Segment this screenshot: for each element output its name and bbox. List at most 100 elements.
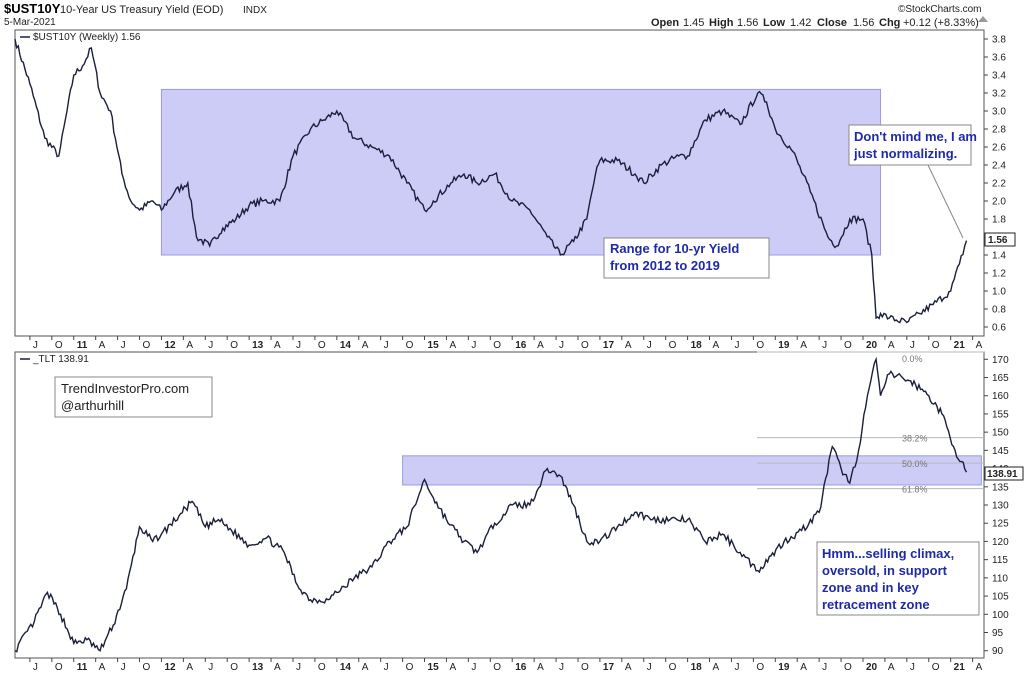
yield-xtick-label: 16: [515, 340, 527, 351]
yield-xtick-label: A: [362, 340, 369, 351]
yield-xtick-label: A: [274, 340, 281, 351]
chart-date: 5-Mar-2021: [4, 17, 56, 28]
yield-xtick-label: J: [384, 340, 389, 351]
credits-author: @arthurhill: [61, 398, 124, 413]
tlt-xtick-label: 17: [603, 662, 615, 673]
tlt-xtick-label: A: [976, 662, 983, 673]
ohlc-readout: Open 1.45 High 1.56 Low 1.42 Close 1.56 …: [651, 17, 979, 29]
normalizing-pointer: [927, 164, 964, 239]
high-label: High: [709, 17, 734, 29]
yield-xtick-label: O: [756, 340, 764, 351]
yield-ytick-label: 3.4: [992, 71, 1006, 82]
climax-annotation-line-1: Hmm...selling climax,: [822, 546, 954, 561]
yield-xtick-label: O: [230, 340, 238, 351]
range-annotation-line-1: Range for 10-yr Yield: [610, 241, 739, 256]
tlt-xtick-label: O: [55, 662, 63, 673]
yield-ytick-label: 2.6: [992, 143, 1006, 154]
yield-ytick-label: 2.0: [992, 197, 1006, 208]
yield-xtick-label: A: [449, 340, 456, 351]
yield-xtick-label: O: [581, 340, 589, 351]
tlt-xtick-label: O: [230, 662, 238, 673]
symbol-title: $UST10Y: [4, 1, 61, 16]
yield-xtick-label: A: [99, 340, 106, 351]
tlt-xtick-label: 20: [866, 662, 878, 673]
open-label: Open: [651, 17, 679, 29]
yield-xtick-label: 15: [428, 340, 440, 351]
tlt-legend: _TLT 138.91: [20, 354, 89, 365]
yield-xtick-label: J: [910, 340, 915, 351]
chg-label: Chg: [879, 17, 900, 29]
yield-xtick-label: J: [33, 340, 38, 351]
tlt-ytick-label: 135: [992, 482, 1009, 493]
climax-annotation-line-4: retracement zone: [822, 597, 930, 612]
tlt-last-value: 138.91: [987, 469, 1018, 480]
tlt-xtick-label: A: [99, 662, 106, 673]
tlt-xtick-label: 11: [77, 662, 88, 673]
yield-xtick-label: A: [976, 340, 983, 351]
tlt-xtick-label: O: [932, 662, 940, 673]
normalizing-annotation-line-2: just normalizing.: [853, 146, 957, 161]
open-value: 1.45: [683, 17, 704, 29]
tlt-xtick-label: A: [800, 662, 807, 673]
yield-x-axis: J O 11 A J O 12 A J O 13 A J O 14 A J O 15 A J O 16 A J O 17 A J O 18 A…: [29, 336, 983, 351]
collapse-arrow-icon[interactable]: [978, 16, 988, 22]
fib-label: 38.2%: [902, 434, 928, 444]
tlt-ytick-label: 110: [992, 573, 1008, 584]
tlt-xtick-label: O: [493, 662, 501, 673]
tlt-xtick-label: O: [756, 662, 764, 673]
tlt-xtick-label: J: [121, 662, 126, 673]
chg-value: +0.12 (+8.33%): [903, 17, 979, 29]
tlt-xtick-label: A: [449, 662, 456, 673]
yield-xtick-label: O: [844, 340, 852, 351]
fib-label: 0.0%: [902, 354, 923, 364]
low-label: Low: [763, 17, 785, 29]
tlt-ytick-label: 105: [992, 592, 1009, 603]
high-value: 1.56: [737, 17, 758, 29]
yield-ytick-label: 1.0: [992, 287, 1006, 298]
close-label: Close: [817, 17, 847, 29]
tlt-xtick-label: J: [471, 662, 476, 673]
yield-ytick-label: 2.2: [992, 179, 1006, 190]
yield-xtick-label: J: [647, 340, 652, 351]
tlt-xtick-label: 21: [954, 662, 966, 673]
tlt-last-value-tag: 138.91: [984, 466, 1024, 481]
tlt-xtick-label: O: [669, 662, 677, 673]
tlt-ytick-label: 95: [992, 628, 1004, 639]
yield-xtick-label: 11: [77, 340, 88, 351]
tlt-ytick-label: 125: [992, 519, 1009, 530]
yield-line-layer: [14, 38, 968, 324]
tlt-ytick-label: 115: [992, 555, 1008, 566]
yield-last-value-box: [984, 232, 1016, 247]
credits-box: TrendInvestorPro.com @arthurhill: [54, 376, 213, 418]
tlt-xtick-label: 19: [778, 662, 790, 673]
yield-xtick-label: 14: [340, 340, 352, 351]
yield-xtick-label: 13: [252, 340, 264, 351]
yield-ytick-label: 3.0: [992, 107, 1006, 118]
normalizing-annotation-line-1: Don't mind me, I am: [854, 129, 977, 144]
yield-y-axis: 3.83.63.43.23.02.82.62.42.22.01.81.61.41…: [984, 35, 1006, 334]
yield-xtick-label: A: [537, 340, 544, 351]
tlt-xtick-label: J: [822, 662, 827, 673]
yield-xtick-label: O: [932, 340, 940, 351]
yield-last-value-tag: 1.56: [984, 232, 1016, 247]
range-annotation: Range for 10-yr Yield from 2012 to 2019: [603, 237, 770, 279]
yield-xtick-label: J: [208, 340, 213, 351]
tlt-y-axis: 1701651601551501451401351301251201151101…: [984, 355, 1009, 657]
tlt-ytick-label: 160: [992, 391, 1009, 402]
yield-ytick-label: 2.4: [992, 161, 1006, 172]
yield-ytick-label: 3.6: [992, 53, 1006, 64]
tlt-xtick-label: 13: [252, 662, 264, 673]
yield-xtick-label: 12: [164, 340, 176, 351]
normalizing-annotation: Don't mind me, I am just normalizing.: [848, 124, 977, 239]
yield-ytick-label: 3.8: [992, 35, 1006, 46]
tlt-series-line: [14, 356, 968, 653]
yield-xtick-label: J: [559, 340, 564, 351]
tlt-xtick-label: 16: [515, 662, 527, 673]
yield-xtick-label: A: [625, 340, 632, 351]
yield-xtick-label: O: [669, 340, 677, 351]
tlt-line-layer: [14, 356, 968, 653]
exchange-label: INDX: [243, 5, 267, 16]
tlt-xtick-label: A: [625, 662, 632, 673]
yield-series-line: [14, 38, 968, 324]
